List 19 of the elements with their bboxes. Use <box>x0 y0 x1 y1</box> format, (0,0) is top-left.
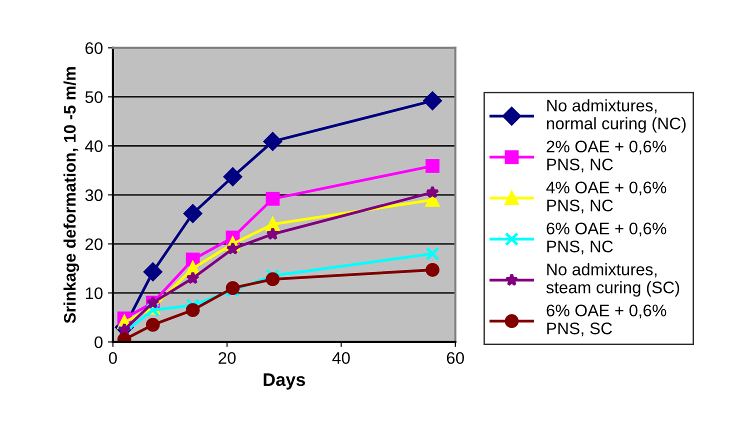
y-axis-title: Srinkage deformation, 10 -5 m/m <box>63 67 80 324</box>
legend-label: 6% OAE + 0,6% PNS, SC <box>546 304 666 336</box>
legend-label: No admixtures, steam curing (SC) <box>546 263 680 297</box>
x-axis-title: Days <box>264 373 305 390</box>
legend-label: 2% OAE + 0,6% PNS, NC <box>546 140 666 172</box>
y-tick-label: 0 <box>94 336 103 348</box>
y-tick-label: 50 <box>85 91 103 104</box>
legend-label: 6% OAE + 0,6% PNS, NC <box>546 222 666 254</box>
x-tick-label: 20 <box>218 352 236 364</box>
x-tick-label: 40 <box>332 352 350 364</box>
legend-label: No admixtures, normal curing (NC) <box>547 99 686 133</box>
y-tick-label: 40 <box>85 140 103 152</box>
y-tick-label: 20 <box>85 238 103 250</box>
y-tick-label: 10 <box>86 287 103 300</box>
y-tick-label: 30 <box>85 189 103 202</box>
y-tick-label: 60 <box>86 42 103 54</box>
x-tick-label: 0 <box>108 352 117 364</box>
x-tick-label: 60 <box>446 352 464 364</box>
legend-label: 4% OAE + 0,6% PNS, NC <box>546 182 666 214</box>
